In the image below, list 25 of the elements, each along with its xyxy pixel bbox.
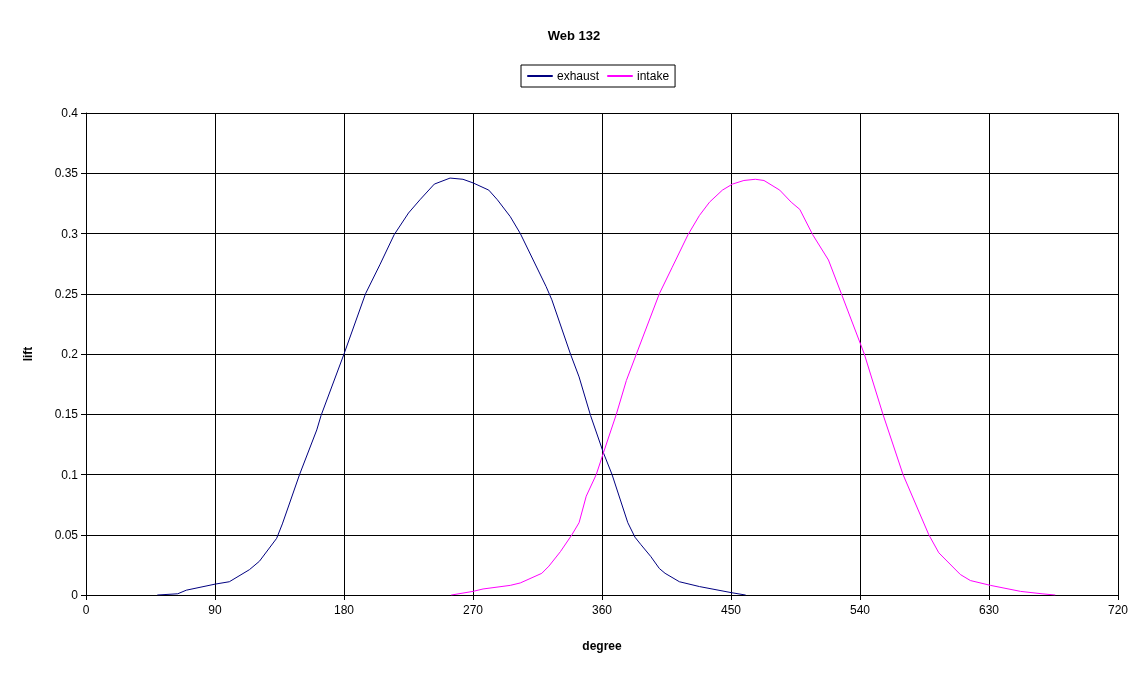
y-tick-label: 0.1: [61, 467, 79, 482]
line-series: [157, 177, 746, 596]
y-axis-title: lift: [21, 346, 35, 362]
x-tick-label: 360: [591, 603, 613, 617]
y-tick-label: 0.2: [61, 347, 79, 361]
x-tick-label: 540: [849, 603, 871, 617]
x-tick-label: 720: [1107, 603, 1129, 617]
legend-label: intake: [637, 69, 670, 83]
x-tick-label: 270: [462, 603, 484, 617]
y-tick-label: 0.35: [54, 166, 79, 181]
y-tick-label: 0.3: [61, 226, 79, 241]
y-tick-label: 0: [71, 588, 79, 602]
y-tick-label: 0.4: [61, 106, 79, 120]
y-tick-label: 0.15: [54, 407, 79, 422]
y-tick-label: 0.25: [54, 286, 79, 301]
legend-label: exhaust: [557, 69, 600, 83]
x-tick-label: 0: [82, 603, 90, 617]
x-tick-label: 90: [208, 603, 222, 617]
chart-title: Web 132: [547, 28, 601, 43]
x-tick-label: 180: [333, 603, 355, 617]
y-tick-label: 0.05: [54, 527, 79, 542]
x-axis-title: degree: [582, 639, 622, 653]
line-series: [451, 178, 1056, 596]
x-tick-label: 450: [720, 603, 742, 617]
x-tick-label: 630: [978, 603, 1000, 617]
